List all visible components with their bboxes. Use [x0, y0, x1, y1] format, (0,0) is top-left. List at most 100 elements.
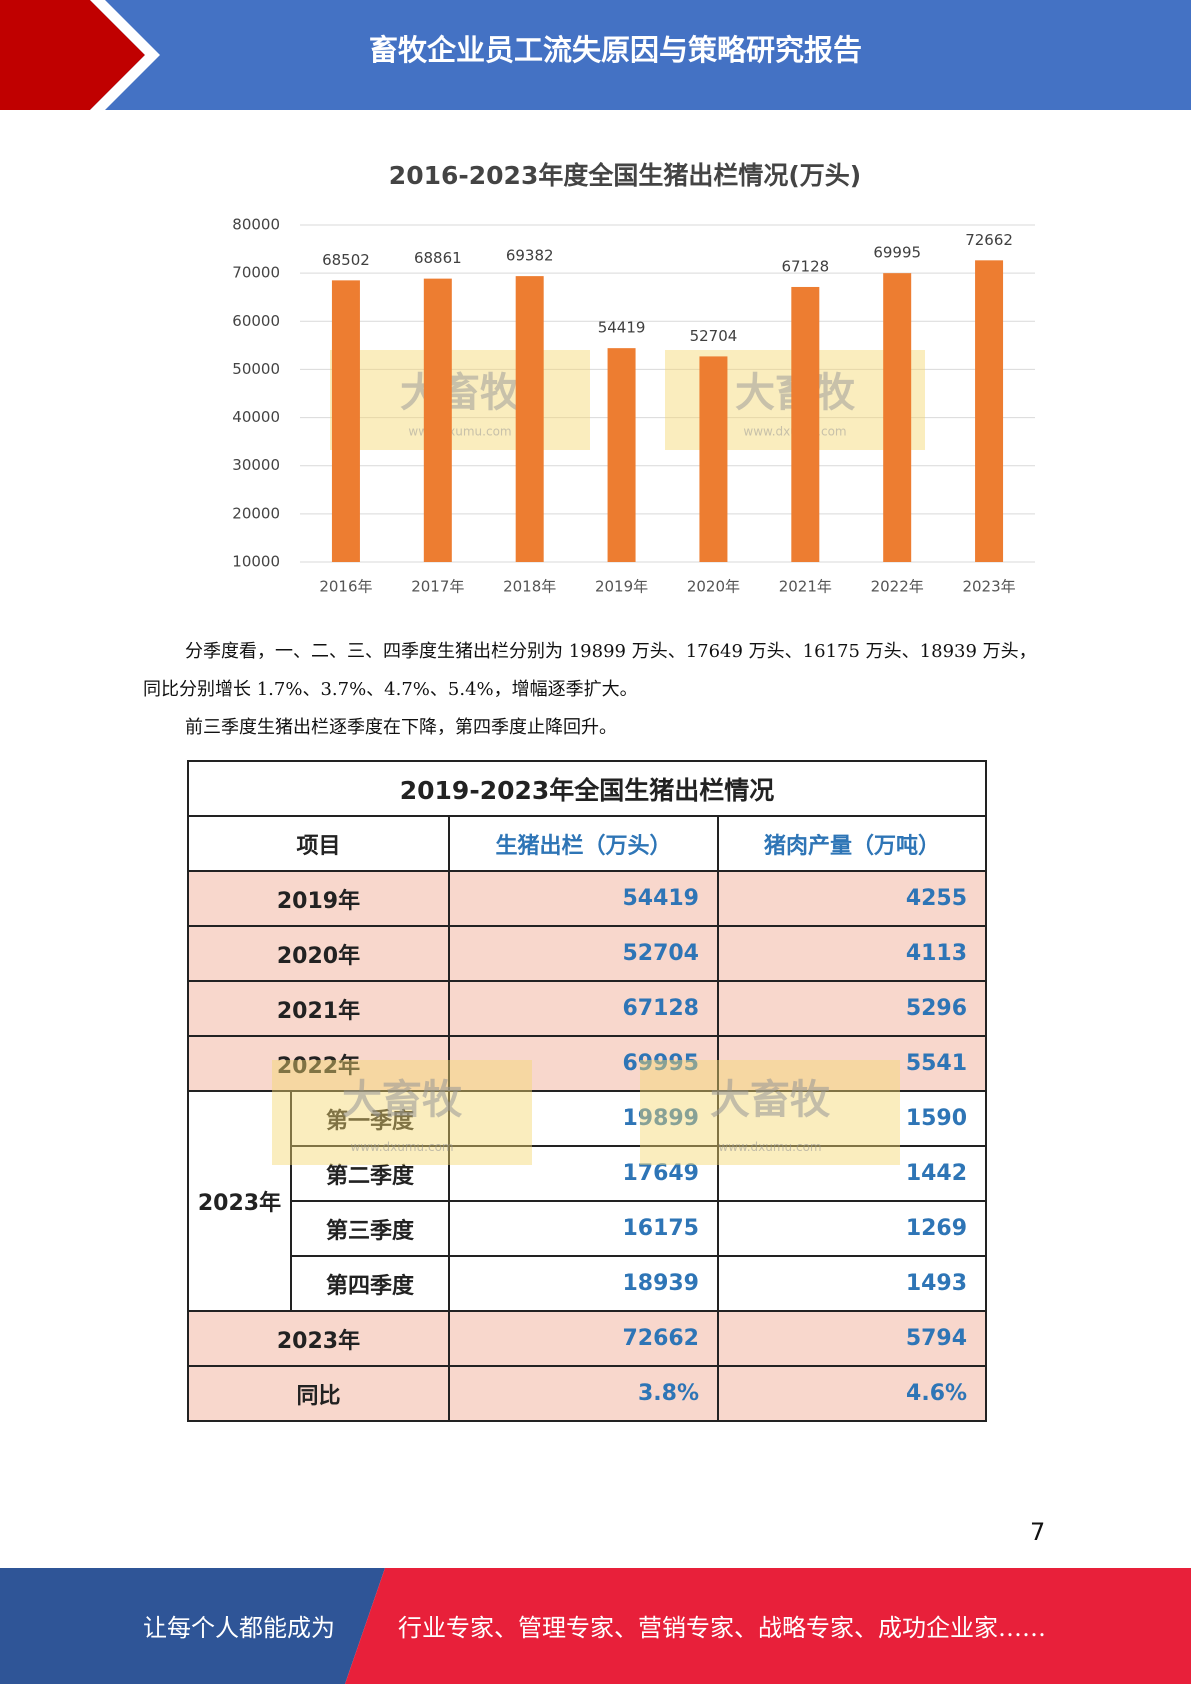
data-label: 54419 [598, 319, 646, 337]
cell: 67128 [448, 980, 719, 1037]
table-row: 2023年 72662 5794 [187, 1310, 988, 1367]
group-label: 2023年 [187, 1090, 292, 1312]
cell: 5541 [716, 1035, 988, 1092]
header-bg [0, 0, 1191, 110]
x-tick-label: 2022年 [871, 578, 924, 596]
cell: 4.6% [716, 1365, 988, 1422]
x-tick-label: 2017年 [411, 578, 464, 596]
header-cell: 项目 [187, 815, 450, 872]
paragraph: 分季度看，一、二、三、四季度生猪出栏分别为 19899 万头、17649 万头、… [143, 641, 1037, 700]
cell: 1493 [716, 1255, 988, 1312]
row-label: 第三季度 [290, 1200, 450, 1257]
row-label: 2022年 [187, 1035, 450, 1092]
cell: 17649 [448, 1145, 719, 1202]
watermark-url: www.dxumu.com [718, 1140, 822, 1154]
x-tick-label: 2018年 [503, 578, 556, 596]
chart-title: 2016-2023年度全国生猪出栏情况(万头) [389, 161, 861, 190]
table-row: 2019年 54419 4255 [187, 870, 988, 927]
cell: 16175 [448, 1200, 719, 1257]
watermark-brand: 大畜牧 [710, 1077, 830, 1123]
header-cell: 猪肉产量（万吨） [716, 815, 988, 872]
x-tick-label: 2016年 [319, 578, 372, 596]
data-label: 69382 [506, 247, 554, 265]
table-row: 2022年 69995 5541 [187, 1035, 988, 1092]
table: 2019-2023年全国生猪出栏情况 项目 生猪出栏（万头） 猪肉产量（万吨） 2019… [186, 760, 988, 1422]
y-tick-label: 30000 [232, 456, 280, 474]
y-tick-label: 40000 [232, 408, 280, 426]
bar [883, 273, 912, 562]
table-row: 2021年 67128 5296 [187, 980, 988, 1037]
y-tick-label: 60000 [232, 312, 280, 330]
cell: 1442 [716, 1145, 988, 1202]
row-label: 2023年 [187, 1310, 450, 1367]
row-label: 同比 [187, 1365, 450, 1422]
y-tick-label: 10000 [232, 553, 280, 571]
y-tick-label: 50000 [232, 360, 280, 378]
row-label: 第一季度 [290, 1090, 450, 1147]
table-row: 2023年 第一季度 19899 1590 [187, 1090, 988, 1312]
watermark: 大畜牧 www.dxumu.com [640, 1060, 900, 1165]
cell: 19899 [448, 1090, 719, 1147]
x-tick-label: 2021年 [779, 578, 832, 596]
cell: 5794 [716, 1310, 988, 1367]
x-tick-label: 2019年 [595, 578, 648, 596]
chart: 2016-2023年度全国生猪出栏情况(万头) 10000 20000 30000 4… [232, 161, 1035, 596]
header-arrow [0, 0, 145, 110]
row-label: 第四季度 [290, 1255, 450, 1312]
table-row: 第三季度 16175 1269 [188, 1200, 988, 1257]
cell: 4255 [716, 870, 988, 927]
cell: 54419 [448, 870, 719, 927]
cell: 5296 [716, 980, 988, 1037]
row-label: 第二季度 [290, 1145, 450, 1202]
data-label: 69995 [873, 244, 921, 262]
bar [607, 348, 636, 562]
table-title: 2019-2023年全国生猪出栏情况 [186, 760, 988, 817]
row-label: 2020年 [187, 925, 450, 982]
header-arrow-edge [90, 0, 160, 110]
header-band [0, 0, 1191, 110]
data-label: 68502 [322, 251, 370, 269]
x-tick-label: 2023年 [962, 578, 1015, 596]
footer-right-text: 行业专家、管理专家、营销专家、战略专家、成功企业家…… [398, 1614, 1046, 1642]
page-number: 7 [1030, 1518, 1046, 1546]
table-row: 第二季度 17649 1442 [188, 1145, 988, 1202]
header-title: 畜牧企业员工流失原因与策略研究报告 [368, 33, 862, 67]
footer-right-bg [345, 1568, 1191, 1684]
footer-band [0, 1568, 1191, 1684]
bar [331, 280, 360, 562]
cell: 72662 [448, 1310, 719, 1367]
bar [699, 356, 728, 562]
table-row: 同比 3.8% 4.6% [187, 1365, 988, 1422]
row-label: 2021年 [187, 980, 450, 1037]
y-tick-label: 70000 [232, 264, 280, 282]
bar [791, 286, 820, 562]
table-row: 第四季度 18939 1493 [188, 1255, 988, 1312]
watermark-bg [330, 350, 590, 450]
cell: 69995 [448, 1035, 719, 1092]
cell: 18939 [448, 1255, 719, 1312]
row-label: 2019年 [187, 870, 450, 927]
y-tick-label: 80000 [232, 216, 280, 234]
bar [515, 276, 544, 562]
table-row: 2019-2023年全国生猪出栏情况 [186, 760, 988, 817]
watermark: 大畜牧 www.dxumu.com [272, 1060, 532, 1165]
table-row: 2020年 52704 4113 [187, 925, 988, 982]
watermark-url: www.dxumu.com [350, 1140, 454, 1154]
cell: 52704 [448, 925, 719, 982]
data-label: 67128 [781, 257, 829, 275]
cell: 3.8% [448, 1365, 719, 1422]
cell: 1269 [716, 1200, 988, 1257]
y-tick-label: 20000 [232, 504, 280, 522]
header-cell: 生猪出栏（万头） [448, 815, 719, 872]
data-label: 52704 [690, 327, 738, 345]
paragraph: 前三季度生猪出栏逐季度在下降，第四季度止降回升。 [185, 717, 617, 738]
footer-left-text: 让每个人都能成为 [143, 1614, 335, 1642]
bar [423, 278, 452, 562]
data-label: 72662 [965, 231, 1013, 249]
cell: 4113 [716, 925, 988, 982]
x-tick-label: 2020年 [687, 578, 740, 596]
watermark-brand: 大畜牧 [342, 1077, 462, 1123]
footer-left-bg [0, 1568, 385, 1684]
data-label: 68861 [414, 249, 462, 267]
